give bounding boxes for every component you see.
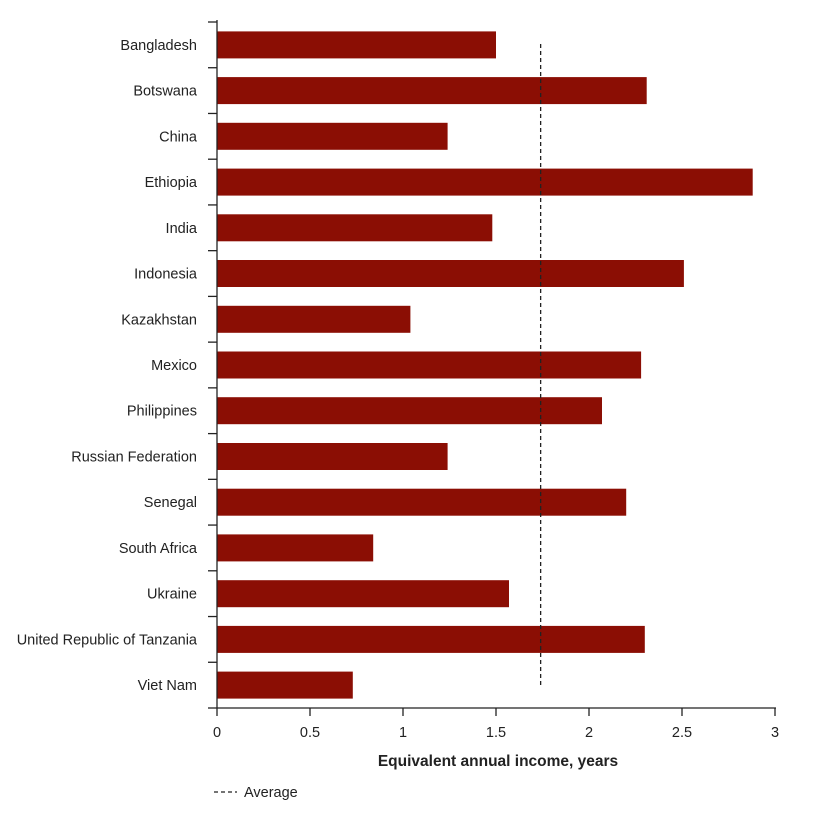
category-label-ethiopia: Ethiopia — [145, 175, 198, 191]
bar-bangladesh — [217, 31, 496, 59]
bar-ethiopia — [217, 168, 753, 196]
x-tick-label: 1 — [399, 725, 407, 741]
y-axis: Bangladesh Botswana China Ethiopia India Indo… — [17, 20, 218, 709]
category-label-senegal: Senegal — [144, 495, 197, 511]
bar-ukraine — [217, 580, 509, 608]
category-label-philippines: Philippines — [127, 404, 197, 420]
bar-india — [217, 214, 493, 242]
x-tick-label: 0.5 — [300, 725, 320, 741]
bars-group — [217, 31, 753, 699]
x-tick-label: 1.5 — [486, 725, 506, 741]
category-label-indonesia: Indonesia — [134, 267, 198, 283]
x-tick-label: 2.5 — [672, 725, 692, 741]
bar-russian-federation — [217, 443, 448, 470]
x-tick-label: 0 — [213, 725, 221, 741]
category-label-china: China — [159, 129, 198, 145]
bar-kazakhstan — [217, 305, 411, 333]
category-label-united-republic-of-tanzania: United Republic of Tanzania — [17, 632, 198, 648]
bar-united-republic-of-tanzania — [217, 625, 645, 653]
category-label-bangladesh: Bangladesh — [120, 38, 197, 54]
bar-viet-nam — [217, 671, 353, 699]
category-label-viet-nam: Viet Nam — [138, 678, 197, 694]
category-label-south-africa: South Africa — [119, 541, 198, 557]
category-label-india: India — [166, 221, 198, 237]
x-axis-title: Equivalent annual income, years — [378, 753, 618, 770]
bar-indonesia — [217, 260, 684, 287]
category-label-russian-federation: Russian Federation — [71, 449, 197, 465]
category-label-ukraine: Ukraine — [147, 587, 197, 603]
category-label-kazakhstan: Kazakhstan — [121, 312, 197, 328]
legend: Average — [214, 785, 298, 801]
legend-average-label: Average — [244, 785, 298, 801]
x-tick-label: 3 — [771, 725, 779, 741]
bar-senegal — [217, 488, 627, 516]
category-label-mexico: Mexico — [151, 358, 197, 374]
bar-philippines — [217, 397, 602, 425]
x-tick-label: 2 — [585, 725, 593, 741]
bar-south-africa — [217, 534, 374, 562]
x-axis: 0 0.5 1 1.5 2 2.5 3 — [213, 707, 779, 741]
category-label-botswana: Botswana — [133, 84, 198, 100]
bar-china — [217, 122, 448, 150]
bar-mexico — [217, 351, 642, 379]
bar-botswana — [217, 77, 647, 105]
